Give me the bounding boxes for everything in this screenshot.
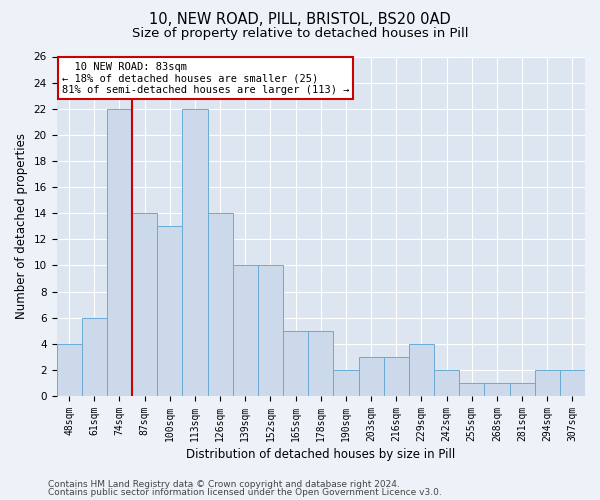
Bar	[107, 108, 132, 396]
Bar	[182, 108, 208, 396]
Bar	[560, 370, 585, 396]
Y-axis label: Number of detached properties: Number of detached properties	[15, 134, 28, 320]
Bar	[535, 370, 560, 396]
Bar	[258, 266, 283, 396]
Text: 10, NEW ROAD, PILL, BRISTOL, BS20 0AD: 10, NEW ROAD, PILL, BRISTOL, BS20 0AD	[149, 12, 451, 28]
Bar	[308, 331, 334, 396]
Bar	[484, 383, 509, 396]
Bar	[434, 370, 459, 396]
Bar	[409, 344, 434, 396]
Bar	[359, 357, 383, 396]
Text: Contains HM Land Registry data © Crown copyright and database right 2024.: Contains HM Land Registry data © Crown c…	[48, 480, 400, 489]
Bar	[233, 266, 258, 396]
Bar	[82, 318, 107, 396]
Bar	[157, 226, 182, 396]
Bar	[334, 370, 359, 396]
Bar	[459, 383, 484, 396]
Text: Contains public sector information licensed under the Open Government Licence v3: Contains public sector information licen…	[48, 488, 442, 497]
Bar	[509, 383, 535, 396]
Bar	[383, 357, 409, 396]
Bar	[283, 331, 308, 396]
X-axis label: Distribution of detached houses by size in Pill: Distribution of detached houses by size …	[186, 448, 455, 461]
Bar	[132, 213, 157, 396]
Bar	[208, 213, 233, 396]
Text: Size of property relative to detached houses in Pill: Size of property relative to detached ho…	[132, 28, 468, 40]
Text: 10 NEW ROAD: 83sqm
← 18% of detached houses are smaller (25)
81% of semi-detache: 10 NEW ROAD: 83sqm ← 18% of detached hou…	[62, 62, 349, 95]
Bar	[56, 344, 82, 396]
